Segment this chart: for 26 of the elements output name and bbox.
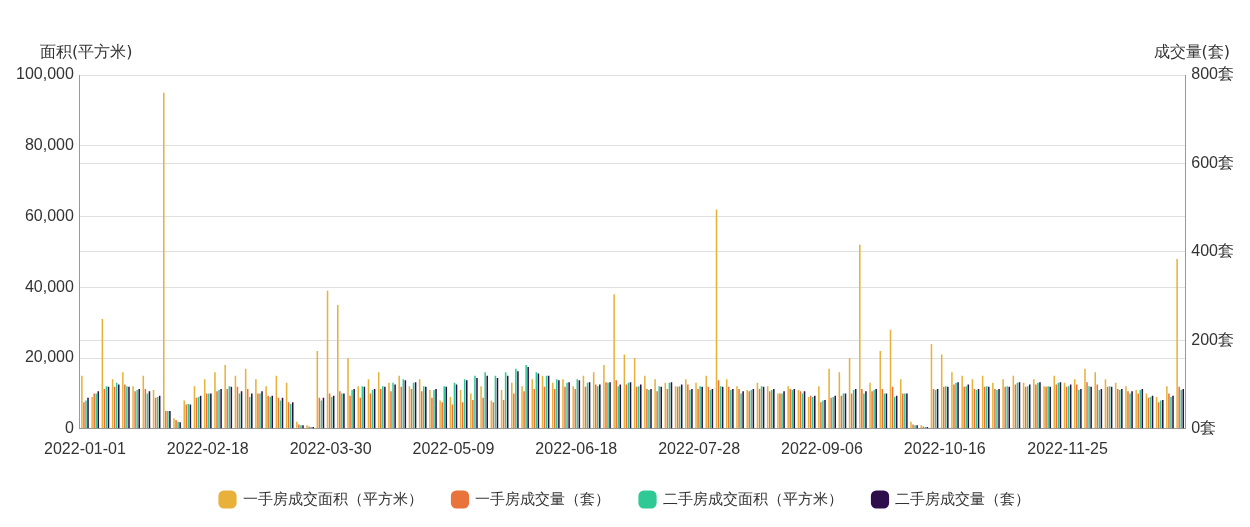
y2-axis-title: 成交量(套) [1153,42,1230,63]
legend-label: 二手房成交量（套） [895,489,1030,507]
x-tick-label: 2022-10-16 [903,439,986,457]
y-tick-label: 20,000 [24,348,74,366]
y2-tick-label: 200套 [1191,330,1235,348]
legend-label: 一手房成交面积（平方米） [242,489,423,507]
x-tick-label: 2022-07-28 [658,439,741,457]
legend-label: 一手房成交量（套） [475,489,610,507]
x-tick-label: 2022-01-01 [44,439,126,457]
y-axis-title: 面积(平方米) [40,42,133,63]
y-tick-label: 100,000 [15,65,74,83]
legend-label: 二手房成交面积（平方米） [662,489,843,507]
x-tick-label: 2022-03-30 [289,439,372,457]
x-tick-label: 2022-02-18 [166,439,249,457]
y-tick-label: 40,000 [24,277,74,295]
x-tick-label: 2022-11-25 [1027,439,1109,457]
y2-tick-label: 0套 [1191,419,1217,437]
x-tick-label: 2022-09-06 [781,439,863,457]
y2-tick-label: 400套 [1191,242,1235,260]
y-tick-label: 60,000 [24,206,74,224]
y2-tick-label: 800套 [1191,65,1235,83]
y-tick-label: 0 [64,419,74,437]
x-tick-label: 2022-05-09 [412,439,495,457]
y2-tick-label: 600套 [1191,153,1235,171]
y-tick-label: 80,000 [24,136,74,154]
x-tick-label: 2022-06-18 [535,439,618,457]
